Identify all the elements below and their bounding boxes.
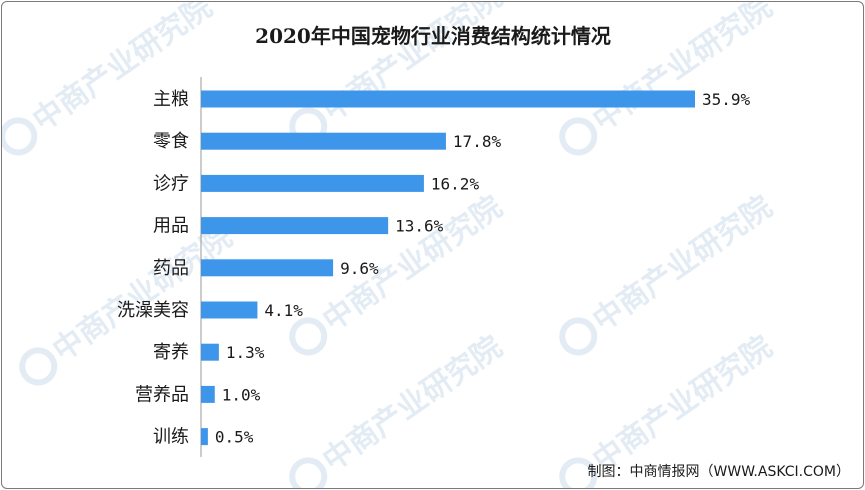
watermark-logo-icon — [559, 117, 598, 156]
bar-6 — [201, 343, 219, 361]
watermark-logo-icon — [559, 457, 598, 488]
source-note: 制图：中商情报网（WWW.ASKCI.COM） — [588, 464, 850, 480]
bar-0 — [201, 90, 695, 108]
watermark-logo-icon — [19, 347, 58, 386]
bar-5 — [201, 301, 258, 319]
value-label: 0.5% — [215, 428, 254, 447]
category-label: 训练 — [153, 427, 189, 448]
category-label: 主粮 — [153, 89, 189, 110]
bar-8 — [201, 428, 208, 446]
category-label: 诊疗 — [153, 173, 189, 194]
watermark-text: 中商产业研究院 — [587, 329, 779, 478]
bar-4 — [201, 259, 334, 277]
value-label: 13.6% — [395, 217, 444, 236]
category-label: 营养品 — [135, 384, 189, 405]
category-label: 用品 — [153, 216, 189, 237]
watermark-logo-icon — [289, 457, 328, 488]
bar-1 — [201, 132, 446, 150]
bars-group — [201, 90, 695, 446]
category-label: 洗澡美容 — [117, 300, 189, 321]
value-label: 1.3% — [226, 343, 265, 362]
watermark-text: 中商产业研究院 — [317, 329, 509, 478]
value-label: 16.2% — [431, 174, 480, 193]
value-label: 4.1% — [264, 301, 303, 320]
value-labels: 35.9% 17.8% 16.2% 13.6% 9.6% 4.1% 1.3% 1.0% 0.5% — [215, 90, 751, 447]
watermark-text: 中商产业研究院 — [587, 189, 779, 338]
bar-2 — [201, 174, 424, 192]
watermark-logo-icon — [2, 117, 38, 156]
category-label: 药品 — [153, 258, 189, 279]
watermark-logo-icon — [559, 317, 598, 356]
bar-7 — [201, 385, 215, 403]
value-label: 17.8% — [453, 132, 502, 151]
watermark: 中商产业研究院 — [559, 189, 779, 356]
value-label: 35.9% — [702, 90, 751, 109]
value-label: 1.0% — [222, 385, 261, 404]
category-label: 零食 — [153, 131, 189, 152]
watermark-text: 中商产业研究院 — [317, 2, 509, 129]
value-label: 9.6% — [340, 259, 379, 278]
chart-title: 2020年中国宠物行业消费结构统计情况 — [255, 24, 611, 48]
watermark-text: 中商产业研究院 — [27, 2, 219, 139]
watermark-logo-icon — [289, 317, 328, 356]
bar-3 — [201, 217, 389, 235]
watermark-text: 中商产业研究院 — [587, 2, 779, 139]
category-label: 寄养 — [153, 342, 189, 363]
watermark: 中商产业研究院 — [289, 329, 509, 488]
